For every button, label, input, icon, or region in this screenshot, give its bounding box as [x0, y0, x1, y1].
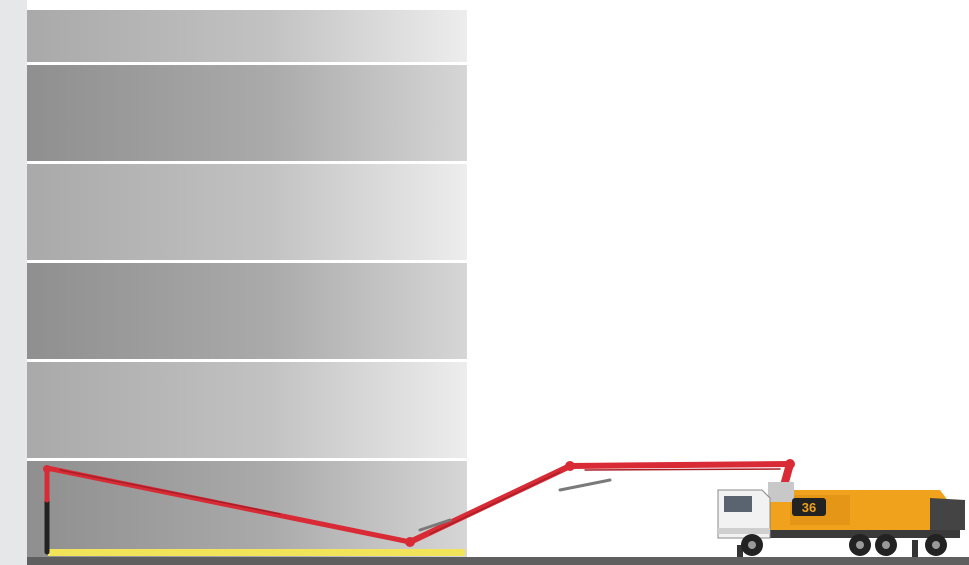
boom-section-3 [407, 463, 573, 545]
left-strip [0, 0, 27, 565]
building-floor-4 [27, 164, 467, 260]
concrete-pump-boom [43, 459, 795, 555]
boom-section-4 [44, 465, 413, 545]
concrete-pump-truck: 36 [717, 482, 965, 557]
building-floor-6 [27, 10, 467, 62]
truck-wheels [741, 534, 947, 556]
building-floor-5 [27, 65, 467, 161]
building [27, 10, 467, 558]
ground [27, 557, 969, 565]
building-floor-2 [27, 362, 467, 458]
truck-model-badge: 36 [802, 500, 816, 515]
slab-marker-line [48, 549, 465, 556]
boom-section-2 [567, 461, 793, 469]
building-floor-3 [27, 263, 467, 359]
